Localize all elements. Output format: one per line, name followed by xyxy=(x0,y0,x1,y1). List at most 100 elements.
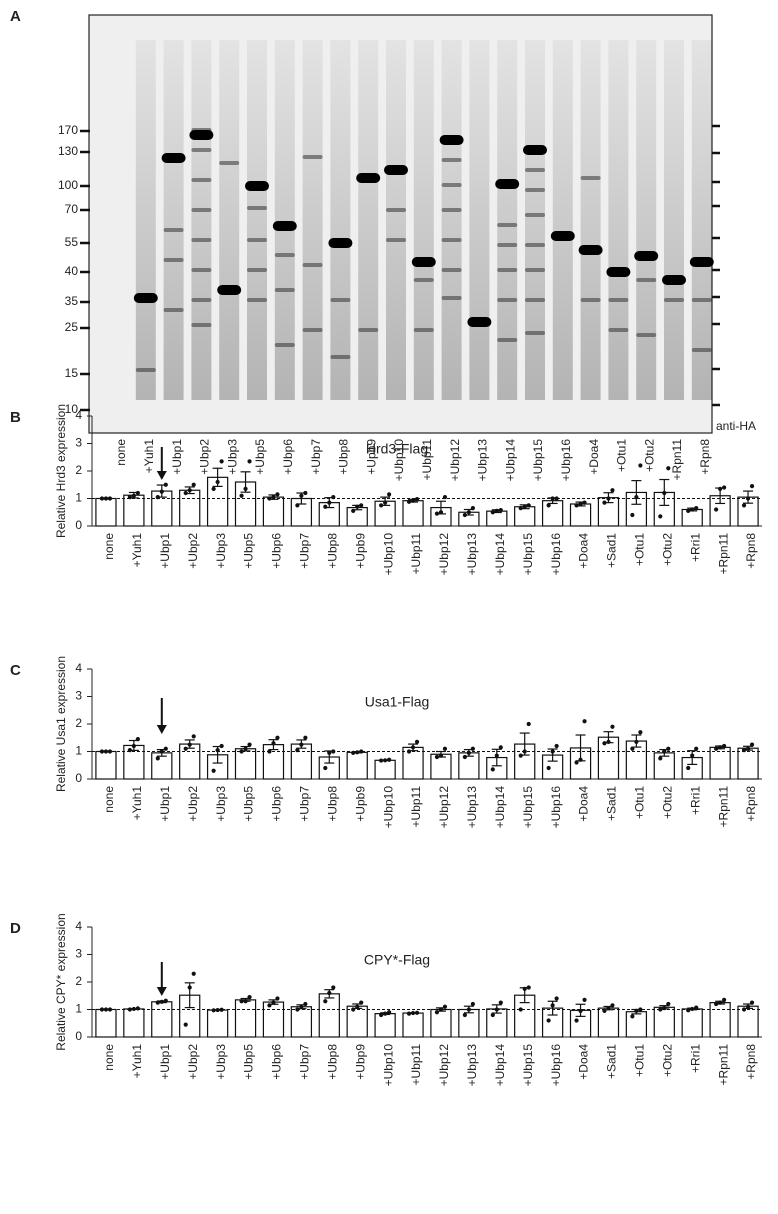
y-axis-label: Relative CPY* expression xyxy=(54,913,68,1050)
band xyxy=(247,206,267,210)
data-point xyxy=(211,1008,216,1013)
data-point xyxy=(546,503,551,508)
data-point xyxy=(323,504,328,509)
data-point xyxy=(303,490,308,496)
x-tick-label: +Ubp5 xyxy=(242,533,256,569)
data-point xyxy=(718,1000,723,1005)
lane-smear xyxy=(469,40,490,400)
data-point xyxy=(159,749,164,754)
x-tick-label: +Yuh1 xyxy=(130,786,144,821)
band xyxy=(135,368,156,372)
band xyxy=(550,231,575,241)
data-point xyxy=(247,995,252,1000)
band xyxy=(525,243,545,247)
chart-title: CPY*-Flag xyxy=(364,952,430,968)
x-tick-label: +Sad1 xyxy=(605,1044,619,1079)
x-tick-label: +Ubp13 xyxy=(465,786,479,829)
data-point xyxy=(658,1007,663,1012)
x-tick-label: +Ubp1 xyxy=(158,1044,172,1080)
y-tick-label: 3 xyxy=(75,947,82,961)
data-point xyxy=(610,724,615,729)
data-point xyxy=(470,1001,475,1007)
marker-label: 40 xyxy=(65,264,79,278)
data-point xyxy=(191,734,196,739)
band xyxy=(413,328,434,332)
data-point xyxy=(498,1000,503,1005)
data-point xyxy=(749,742,755,747)
band xyxy=(662,275,686,285)
x-tick-label: +Ubp15 xyxy=(521,1044,535,1087)
bar xyxy=(597,1007,620,1038)
data-point xyxy=(574,760,579,765)
bar xyxy=(95,1008,117,1038)
x-tick-label: +Doa4 xyxy=(577,786,591,822)
lane-label: +Otu1 xyxy=(615,439,629,472)
data-point xyxy=(602,500,607,505)
arrow-head xyxy=(156,471,167,480)
lane-smear xyxy=(413,40,434,400)
data-point xyxy=(414,496,420,502)
data-point xyxy=(722,997,727,1002)
bar xyxy=(430,1008,452,1038)
band xyxy=(133,293,158,303)
y-tick-label: 0 xyxy=(75,518,82,532)
data-point xyxy=(578,501,583,507)
x-tick-label: +Ubp13 xyxy=(465,533,479,576)
band xyxy=(441,268,462,272)
data-point xyxy=(303,735,308,740)
bar xyxy=(514,506,536,527)
x-tick-label: +Ubp7 xyxy=(298,786,312,822)
x-tick-label: +Ubp6 xyxy=(270,786,284,822)
data-point xyxy=(275,996,280,1001)
band xyxy=(358,328,379,332)
band xyxy=(497,243,518,247)
x-tick-label: +Rpn8 xyxy=(744,1044,758,1080)
data-point xyxy=(526,503,531,508)
x-tick-label: +Rri1 xyxy=(688,786,702,815)
x-tick-label: +Ubp16 xyxy=(549,533,563,576)
error-bar xyxy=(631,480,642,505)
x-tick-label: +Ubp14 xyxy=(493,533,507,576)
data-point xyxy=(351,508,356,513)
data-point xyxy=(267,1003,272,1008)
y-tick-label: 2 xyxy=(75,716,82,730)
data-point xyxy=(638,1007,643,1012)
x-tick-label: +Ubp5 xyxy=(242,786,256,822)
data-point xyxy=(686,508,691,513)
bar xyxy=(346,1005,368,1038)
x-tick-label: +Otu1 xyxy=(633,1044,647,1077)
x-tick-label: +Yuh1 xyxy=(130,533,144,568)
data-point xyxy=(163,998,168,1003)
bar xyxy=(318,993,340,1038)
bar xyxy=(737,1005,759,1038)
bar xyxy=(402,746,424,780)
x-tick-label: +Ubp6 xyxy=(270,533,284,569)
data-point xyxy=(574,503,579,508)
lane-label: +Rpn11 xyxy=(670,439,684,481)
y-tick-label: 4 xyxy=(75,408,82,422)
data-point xyxy=(554,996,559,1001)
data-point xyxy=(438,753,444,758)
data-point xyxy=(442,1004,448,1009)
bar xyxy=(737,747,759,780)
data-point xyxy=(630,1014,635,1019)
data-point xyxy=(359,1000,364,1005)
data-point xyxy=(215,479,220,485)
x-tick-label: +Ubp1 xyxy=(158,533,172,569)
x-tick-label: +Ubp11 xyxy=(409,786,423,828)
band xyxy=(441,208,462,212)
data-point xyxy=(355,1004,360,1009)
data-point xyxy=(383,500,388,505)
bar xyxy=(681,508,703,527)
x-tick-label: +Otu1 xyxy=(633,786,647,819)
band xyxy=(689,257,714,267)
lane-label: +Yuh1 xyxy=(142,439,156,474)
y-tick-label: 3 xyxy=(75,689,82,703)
band xyxy=(191,178,212,182)
data-point xyxy=(686,765,691,771)
band xyxy=(191,238,212,242)
x-tick-label: +Otu1 xyxy=(633,533,647,566)
data-point xyxy=(690,753,695,758)
y-tick-label: 4 xyxy=(75,661,82,675)
data-point xyxy=(749,484,755,489)
